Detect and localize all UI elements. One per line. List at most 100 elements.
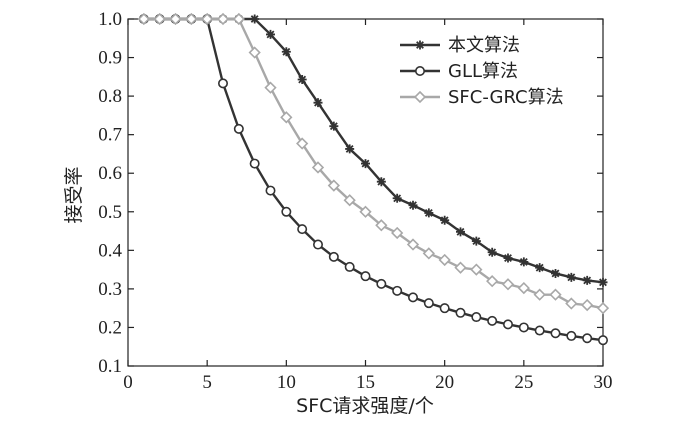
data-point <box>248 46 261 59</box>
data-point <box>565 297 578 310</box>
data-point <box>329 121 339 131</box>
y-tick-label: 0.9 <box>98 48 122 69</box>
y-axis-ticks: 0.1 0.2 0.3 0.4 0.5 0.6 0.7 0.8 0.9 1.0 <box>98 9 603 377</box>
data-point <box>407 292 418 303</box>
data-point <box>137 12 150 26</box>
data-point <box>233 123 244 134</box>
data-point <box>313 98 323 108</box>
data-point <box>345 144 355 154</box>
data-point <box>360 271 371 282</box>
data-point <box>503 253 513 263</box>
data-point <box>596 302 610 315</box>
series-layer <box>137 12 610 346</box>
legend: 本文算法 GLL算法 SFC-GRC算法 <box>400 35 564 108</box>
data-point <box>311 161 325 174</box>
y-tick-label: 0.5 <box>98 202 122 223</box>
y-tick-label: 0.4 <box>98 240 122 261</box>
data-point <box>406 238 420 251</box>
data-point <box>201 12 214 26</box>
data-point <box>424 208 434 218</box>
data-point <box>153 12 166 26</box>
data-point <box>296 137 309 150</box>
data-point <box>487 247 497 257</box>
data-point <box>582 333 593 344</box>
data-point <box>423 298 434 309</box>
data-point <box>455 307 466 318</box>
plot-frame <box>127 18 604 367</box>
x-tick-label: 5 <box>202 372 212 393</box>
data-point <box>487 315 498 326</box>
data-point <box>408 200 418 210</box>
data-point <box>454 261 467 274</box>
data-point <box>359 205 372 218</box>
data-point <box>597 335 608 346</box>
data-point <box>327 179 340 192</box>
data-point <box>232 12 245 26</box>
legend-label: 本文算法 <box>448 35 520 56</box>
x-tick-label: 15 <box>356 372 375 393</box>
data-point <box>297 224 308 235</box>
y-axis-label: 接受率 <box>63 166 85 223</box>
data-point <box>582 275 592 285</box>
y-tick-label: 0.8 <box>98 86 122 107</box>
data-point <box>361 159 370 169</box>
series-1 <box>139 14 608 287</box>
data-point <box>456 227 465 237</box>
data-point <box>502 319 513 330</box>
data-point <box>264 81 277 94</box>
y-tick-label: 0.2 <box>98 317 122 338</box>
data-point <box>250 14 260 24</box>
x-tick-label: 0 <box>123 372 133 393</box>
legend-label: SFC-GRC算法 <box>448 87 564 108</box>
y-tick-label: 0.6 <box>98 163 122 184</box>
data-point <box>391 226 404 240</box>
data-point <box>392 285 403 296</box>
legend-marker <box>414 66 425 77</box>
data-point <box>519 257 529 267</box>
data-point <box>518 322 529 333</box>
data-point <box>549 288 562 301</box>
data-point <box>440 215 450 225</box>
x-tick-label: 10 <box>277 372 296 393</box>
series-line <box>143 17 604 284</box>
data-point <box>501 278 515 291</box>
data-point <box>550 328 561 339</box>
x-axis-ticks: 0 5 10 15 20 25 30 <box>123 19 613 393</box>
data-point <box>218 78 229 89</box>
data-point <box>376 278 387 289</box>
legend-item: 本文算法 <box>400 35 520 56</box>
y-tick-label: 0.1 <box>98 356 122 377</box>
data-point <box>566 272 576 282</box>
data-point <box>422 247 435 260</box>
data-point <box>266 29 275 39</box>
legend-label: GLL算法 <box>448 61 518 82</box>
legend-marker <box>413 90 427 104</box>
data-point <box>438 253 451 267</box>
data-point <box>439 303 450 314</box>
series-2 <box>138 14 608 346</box>
data-point <box>535 263 545 273</box>
data-point <box>312 239 323 250</box>
data-point <box>185 12 198 26</box>
data-point <box>598 277 608 287</box>
data-point <box>216 12 230 26</box>
data-point <box>471 236 481 246</box>
data-point <box>551 268 560 278</box>
data-point <box>533 288 546 301</box>
data-point <box>471 312 482 323</box>
data-point <box>328 251 339 262</box>
legend-item: GLL算法 <box>400 61 518 82</box>
data-point <box>280 111 293 124</box>
data-point <box>265 185 276 196</box>
y-tick-label: 0.3 <box>98 279 122 300</box>
data-point <box>376 177 386 187</box>
data-point <box>392 193 402 203</box>
data-point <box>281 47 291 57</box>
legend-marker <box>415 40 425 50</box>
x-tick-label: 20 <box>435 372 454 393</box>
x-tick-label: 25 <box>514 372 533 393</box>
x-axis-label: SFC请求强度/个 <box>296 395 434 417</box>
data-point <box>566 330 577 341</box>
data-point <box>249 158 260 169</box>
